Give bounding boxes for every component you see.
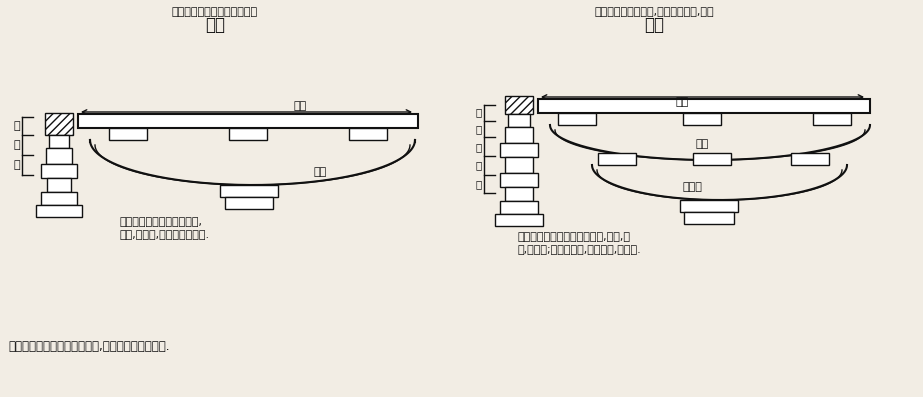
Bar	[47, 178, 71, 192]
Bar	[229, 128, 267, 140]
Bar	[349, 128, 387, 140]
Text: 材: 材	[476, 142, 482, 152]
Text: 架: 架	[476, 124, 482, 134]
Bar	[693, 153, 731, 165]
Bar	[505, 127, 533, 143]
Bar	[813, 113, 851, 125]
Bar	[41, 164, 77, 178]
Bar	[558, 113, 596, 125]
Bar	[109, 128, 147, 140]
Bar	[508, 114, 530, 127]
Bar	[684, 212, 734, 224]
Bar	[538, 99, 870, 113]
Text: 每跳瓜子栱上施慢栱,慢栱上用素方,謂之: 每跳瓜子栱上施慢栱,慢栱上用素方,謂之	[594, 7, 713, 17]
Bar	[683, 113, 721, 125]
Bar	[78, 114, 418, 128]
Text: 材: 材	[476, 179, 482, 189]
Bar	[500, 173, 538, 187]
Bar	[41, 192, 77, 205]
Text: 材: 材	[476, 107, 482, 117]
Bar	[505, 157, 533, 173]
Text: 即每跳上安兩材一架．令栱,: 即每跳上安兩材一架．令栱,	[120, 217, 203, 227]
Text: 架: 架	[14, 140, 20, 150]
Text: 令栱: 令栱	[314, 167, 327, 177]
Text: 對: 對	[14, 121, 20, 131]
Bar	[500, 143, 538, 157]
Text: 素方,為兩材,令栱上料為一架.: 素方,為兩材,令栱上料為一架.	[120, 230, 210, 240]
Text: 方,為三材;瓜子栱上料,慢栱上料,為兩架.: 方,為三材;瓜子栱上料,慢栱上料,為兩架.	[517, 245, 641, 255]
Text: 架: 架	[476, 160, 482, 170]
Bar	[225, 197, 273, 209]
Bar	[45, 113, 73, 135]
Text: 素方: 素方	[294, 101, 306, 111]
Text: 即每跳上安三材兩架．瓜子栱,慢栱,素: 即每跳上安三材兩架．瓜子栱,慢栱,素	[517, 232, 630, 242]
Bar	[220, 185, 278, 197]
Bar	[598, 153, 636, 165]
Text: 慢栱: 慢栱	[695, 139, 709, 149]
Text: 重栱: 重栱	[644, 16, 664, 34]
Text: 每跳令栱上只用素方一重謂之: 每跳令栱上只用素方一重謂之	[172, 7, 258, 17]
Bar	[49, 135, 69, 148]
Text: 素方在泥道栱上者謂之柱頭方,在跳上者謂之羅漢方.: 素方在泥道栱上者謂之柱頭方,在跳上者謂之羅漢方.	[8, 341, 170, 353]
Bar	[680, 200, 738, 212]
Text: 材: 材	[14, 160, 20, 170]
Bar	[495, 214, 543, 226]
Text: 瓜子栱: 瓜子栱	[682, 182, 701, 192]
Bar	[500, 201, 538, 214]
Bar	[505, 96, 533, 114]
Text: 素方: 素方	[676, 97, 689, 107]
Bar	[46, 148, 72, 164]
Bar	[791, 153, 829, 165]
Bar	[505, 187, 533, 201]
Text: 單栱: 單栱	[205, 16, 225, 34]
Bar	[36, 205, 82, 217]
